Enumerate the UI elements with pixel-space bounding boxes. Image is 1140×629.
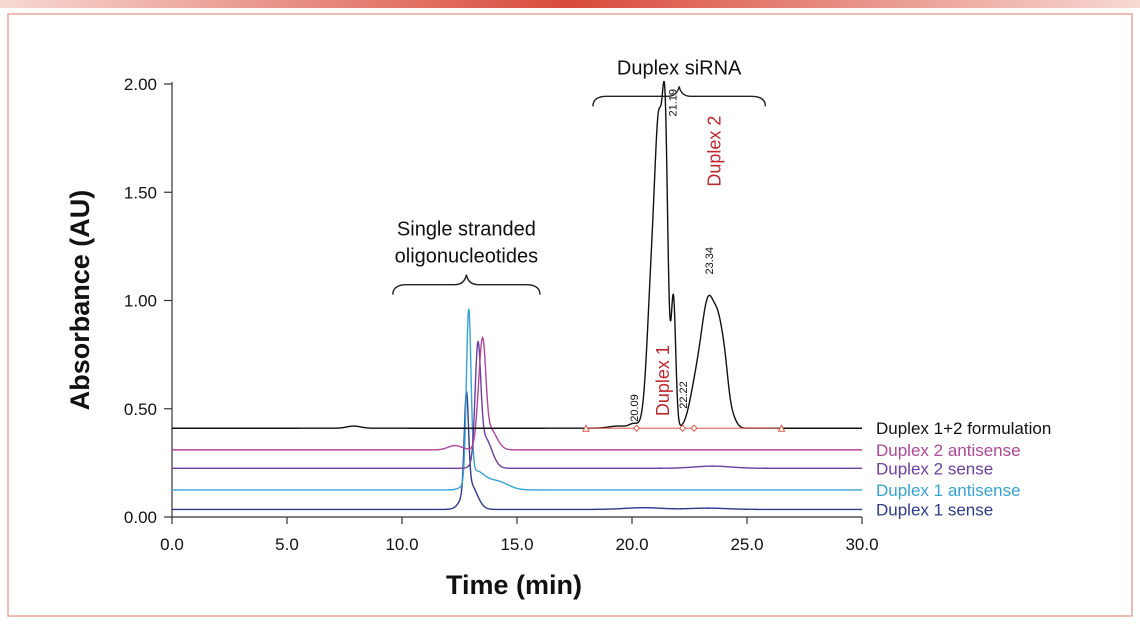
peak-boundary-marker xyxy=(690,424,698,432)
series-line-duplex-1-antisense xyxy=(172,308,862,491)
axes-group: 0.00 0.50 1.00 1.50 2.00 0.0 5.0 10.0 15.0 20.0 25… xyxy=(124,75,879,554)
duplex-annotation: Duplex 2 xyxy=(705,116,725,187)
series-line-duplex-1-sense xyxy=(172,391,862,511)
baseline-triangle-marker xyxy=(777,424,786,432)
peak-boundary-marker xyxy=(678,424,687,432)
y-tick-label: 0.00 xyxy=(124,508,157,527)
baseline-triangle-marker xyxy=(582,424,590,432)
bracket-label: oligonucleotides xyxy=(395,246,538,268)
x-tick-label: 10.0 xyxy=(385,535,418,554)
y-tick-label: 1.50 xyxy=(124,183,157,202)
bracket-label: Duplex siRNA xyxy=(617,57,742,79)
peak-label: 22.22 xyxy=(678,381,690,409)
duplex-annotation: Duplex 1 xyxy=(653,345,673,416)
peak-label: 21.19 xyxy=(667,89,679,117)
top-accent-bar xyxy=(0,0,1140,8)
annotation-group: 20.09 21.19 22.22 23.34 Duplex 1 Duplex 2 Dupl… xyxy=(392,57,786,432)
x-tick-label: 25.0 xyxy=(730,535,763,554)
series-line-duplex-2-antisense xyxy=(172,336,862,451)
y-tick-label: 0.50 xyxy=(124,400,157,419)
legend-label: Duplex 2 sense xyxy=(876,459,993,478)
y-axis-title: Absorbance (AU) xyxy=(65,190,95,411)
y-tick-label: 1.00 xyxy=(124,292,157,311)
peak-label: 20.09 xyxy=(629,394,641,422)
legend-label: Duplex 2 antisense xyxy=(876,441,1021,460)
x-tick-label: 5.0 xyxy=(275,535,299,554)
curly-bracket xyxy=(592,86,767,107)
legend-label: Duplex 1 antisense xyxy=(876,481,1021,500)
peak-label: 23.34 xyxy=(704,247,716,275)
legend-label: Duplex 1 sense xyxy=(876,500,993,519)
peak-boundary-marker xyxy=(632,424,641,432)
y-tick-label: 2.00 xyxy=(124,75,157,94)
bracket-label: Single stranded xyxy=(397,219,536,241)
x-tick-label: 15.0 xyxy=(500,535,533,554)
x-axis-title: Time (min) xyxy=(446,570,582,600)
x-tick-label: 20.0 xyxy=(615,535,648,554)
figure-border xyxy=(7,13,1133,617)
x-tick-label: 0.0 xyxy=(160,535,184,554)
legend-label: Duplex 1+2 formulation xyxy=(876,419,1051,438)
x-tick-label: 30.0 xyxy=(845,535,878,554)
curly-bracket xyxy=(392,274,541,295)
series-line-duplex-2-sense xyxy=(172,340,862,469)
